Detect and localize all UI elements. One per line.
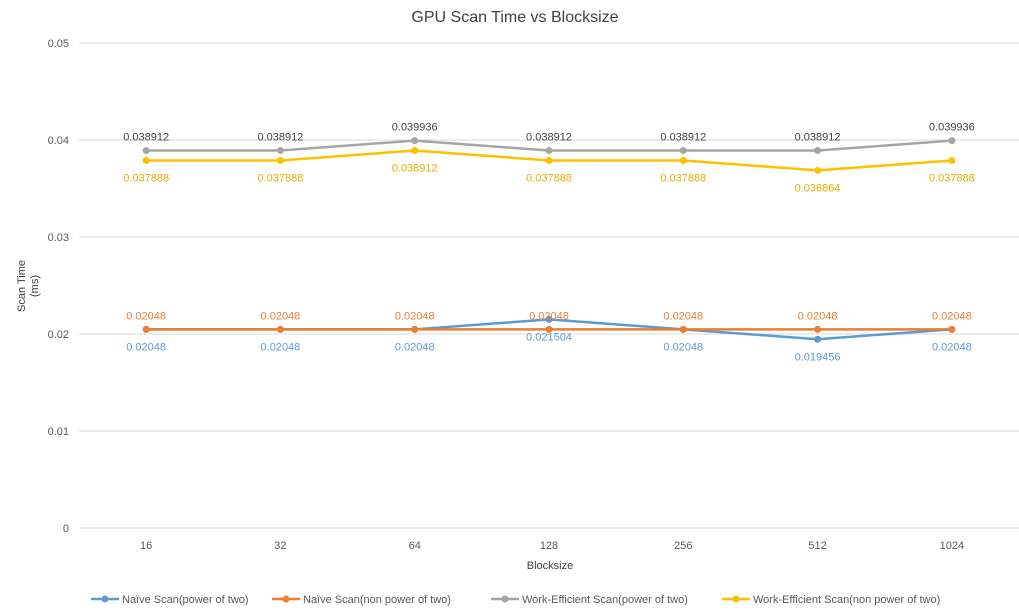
data-point bbox=[545, 156, 553, 164]
y-tick-label: 0.04 bbox=[48, 135, 69, 147]
data-label: 0.039936 bbox=[392, 122, 438, 134]
data-label: 0.037888 bbox=[257, 172, 303, 184]
gridlines bbox=[79, 42, 1019, 529]
data-label: 0.038912 bbox=[257, 132, 303, 144]
y-axis-ticks: 0 0.01 0.02 0.03 0.04 0.05 bbox=[48, 38, 69, 535]
data-label: 0.036864 bbox=[795, 182, 841, 194]
legend-swatch-marker bbox=[101, 595, 109, 603]
legend-swatch-marker bbox=[501, 595, 509, 603]
data-point bbox=[948, 156, 956, 164]
legend-label: Work-Efficient Scan(power of two) bbox=[522, 594, 688, 606]
data-label: 0.02048 bbox=[261, 341, 301, 353]
series-1: 0.02048 0.02048 0.02048 0.021504 0.02048 0.01… bbox=[126, 315, 972, 363]
data-label: 0.037888 bbox=[660, 172, 706, 184]
x-axis-label: Blocksize bbox=[527, 560, 573, 572]
data-point bbox=[679, 156, 687, 164]
data-label: 0.037888 bbox=[123, 172, 169, 184]
data-point bbox=[142, 147, 150, 155]
data-label: 0.038912 bbox=[795, 132, 841, 144]
data-point bbox=[545, 325, 553, 333]
x-tick-label: 256 bbox=[674, 540, 692, 552]
data-label: 0.02048 bbox=[395, 310, 435, 322]
data-label: 0.037888 bbox=[929, 172, 975, 184]
data-point bbox=[545, 147, 553, 155]
data-point bbox=[276, 325, 284, 333]
legend-label: Naïve Scan(non power of two) bbox=[303, 594, 451, 606]
data-label: 0.02048 bbox=[932, 341, 972, 353]
data-label: 0.02048 bbox=[932, 310, 972, 322]
x-tick-label: 32 bbox=[274, 540, 286, 552]
data-point bbox=[814, 335, 822, 343]
legend-item: Work-Efficient Scan(non power of two) bbox=[722, 594, 940, 606]
series-group: 0.02048 0.02048 0.02048 0.021504 0.02048 0.01… bbox=[123, 122, 975, 364]
series-2: 0.02048 0.02048 0.02048 0.02048 0.02048 0.020… bbox=[126, 310, 972, 333]
data-label: 0.02048 bbox=[798, 310, 838, 322]
legend-label: Naïve Scan(power of two) bbox=[122, 594, 249, 606]
data-label: 0.038912 bbox=[123, 132, 169, 144]
legend-item: Naïve Scan(power of two) bbox=[91, 594, 249, 606]
data-point bbox=[276, 147, 284, 155]
data-point bbox=[545, 315, 553, 323]
data-point bbox=[679, 147, 687, 155]
data-label: 0.02048 bbox=[663, 341, 703, 353]
data-label: 0.038912 bbox=[392, 163, 438, 175]
data-label: 0.021504 bbox=[526, 331, 572, 343]
x-tick-label: 16 bbox=[140, 540, 152, 552]
data-label: 0.02048 bbox=[395, 341, 435, 353]
legend-item: Naïve Scan(non power of two) bbox=[272, 594, 451, 606]
legend-item: Work-Efficient Scan(power of two) bbox=[491, 594, 688, 606]
data-point bbox=[679, 325, 687, 333]
x-tick-label: 128 bbox=[540, 540, 558, 552]
y-axis-label: Scan Time(ms) bbox=[16, 260, 41, 312]
y-tick-label: 0.01 bbox=[48, 426, 69, 438]
data-label: 0.039936 bbox=[929, 122, 975, 134]
data-point bbox=[814, 166, 822, 174]
x-tick-label: 64 bbox=[409, 540, 421, 552]
data-point bbox=[142, 325, 150, 333]
legend-swatch-marker bbox=[282, 595, 290, 603]
data-label: 0.038912 bbox=[660, 132, 706, 144]
data-point bbox=[814, 147, 822, 155]
data-label: 0.02048 bbox=[663, 310, 703, 322]
legend: Naïve Scan(power of two) Naïve Scan(non p… bbox=[91, 594, 940, 606]
data-point bbox=[411, 147, 419, 155]
y-tick-label: 0.05 bbox=[48, 38, 69, 50]
legend-label: Work-Efficient Scan(non power of two) bbox=[753, 594, 940, 606]
x-axis-ticks: 16 32 64 128 256 512 1024 bbox=[140, 540, 964, 552]
x-tick-label: 512 bbox=[808, 540, 826, 552]
data-label: 0.038912 bbox=[526, 132, 572, 144]
data-label: 0.02048 bbox=[529, 310, 569, 322]
data-label: 0.02048 bbox=[261, 310, 301, 322]
legend-swatch-marker bbox=[732, 595, 740, 603]
data-point bbox=[948, 325, 956, 333]
data-point bbox=[948, 137, 956, 145]
data-label: 0.02048 bbox=[126, 341, 166, 353]
data-point bbox=[411, 137, 419, 145]
y-tick-label: 0.03 bbox=[48, 232, 69, 244]
data-point bbox=[411, 325, 419, 333]
y-tick-label: 0 bbox=[63, 523, 69, 535]
series-3: 0.038912 0.038912 0.039936 0.038912 0.038912… bbox=[123, 122, 975, 155]
data-label: 0.037888 bbox=[526, 172, 572, 184]
chart-title: GPU Scan Time vs Blocksize bbox=[411, 9, 618, 26]
data-point bbox=[276, 156, 284, 164]
data-point bbox=[814, 325, 822, 333]
data-label: 0.02048 bbox=[126, 310, 166, 322]
x-tick-label: 1024 bbox=[940, 540, 964, 552]
data-point bbox=[142, 156, 150, 164]
data-label: 0.019456 bbox=[795, 351, 841, 363]
series-4: 0.037888 0.037888 0.038912 0.037888 0.037888… bbox=[123, 147, 975, 194]
y-tick-label: 0.02 bbox=[48, 329, 69, 341]
